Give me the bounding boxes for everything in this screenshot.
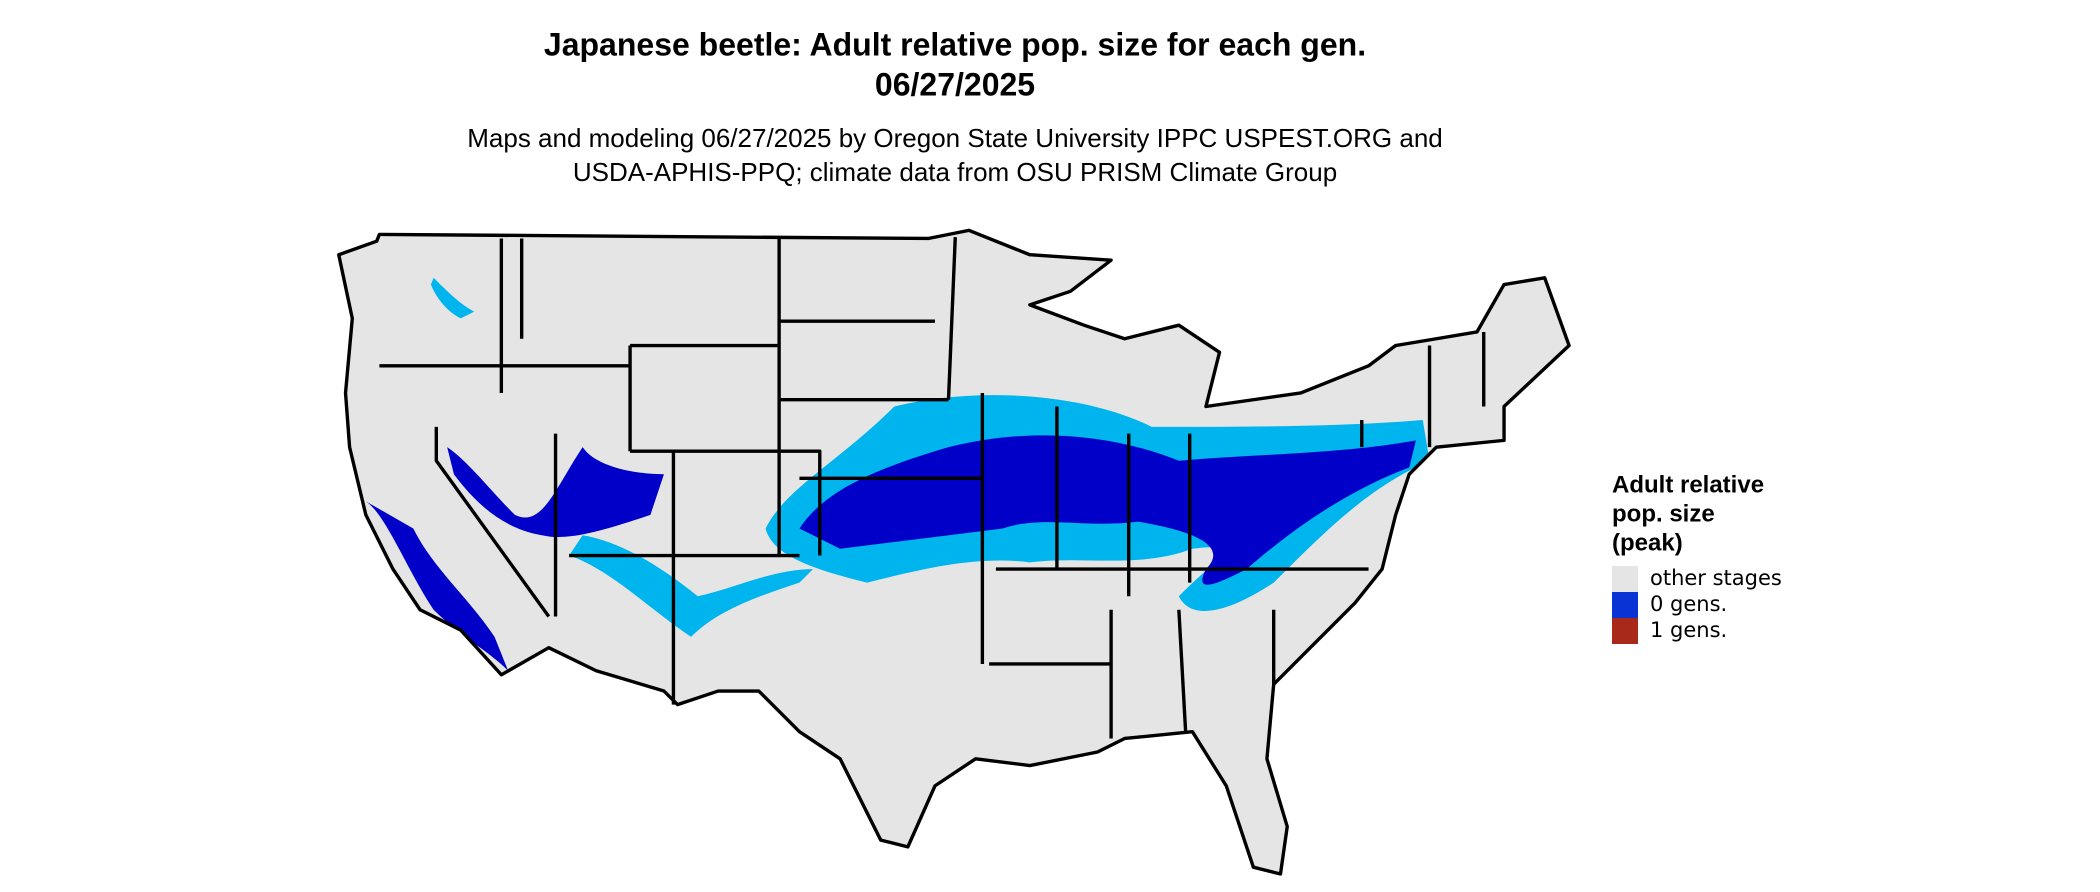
title: Japanese beetle: Adult relative pop. siz… <box>544 26 1366 62</box>
legend-label: other stages <box>1650 566 1782 590</box>
legend-swatch <box>1612 618 1638 644</box>
title: 06/27/2025 <box>875 66 1035 102</box>
subtitle: Maps and modeling 06/27/2025 by Oregon S… <box>467 123 1443 153</box>
legend-swatch <box>1612 566 1638 592</box>
us-map <box>337 228 1571 876</box>
legend-title: pop. size <box>1612 500 1715 527</box>
legend-title: Adult relative <box>1612 471 1764 498</box>
subtitle: USDA-APHIS-PPQ; climate data from OSU PR… <box>573 157 1337 187</box>
legend-title: (peak) <box>1612 529 1683 556</box>
legend-swatch <box>1612 592 1638 618</box>
legend-label: 1 gens. <box>1650 618 1727 642</box>
legend-label: 0 gens. <box>1650 592 1727 616</box>
